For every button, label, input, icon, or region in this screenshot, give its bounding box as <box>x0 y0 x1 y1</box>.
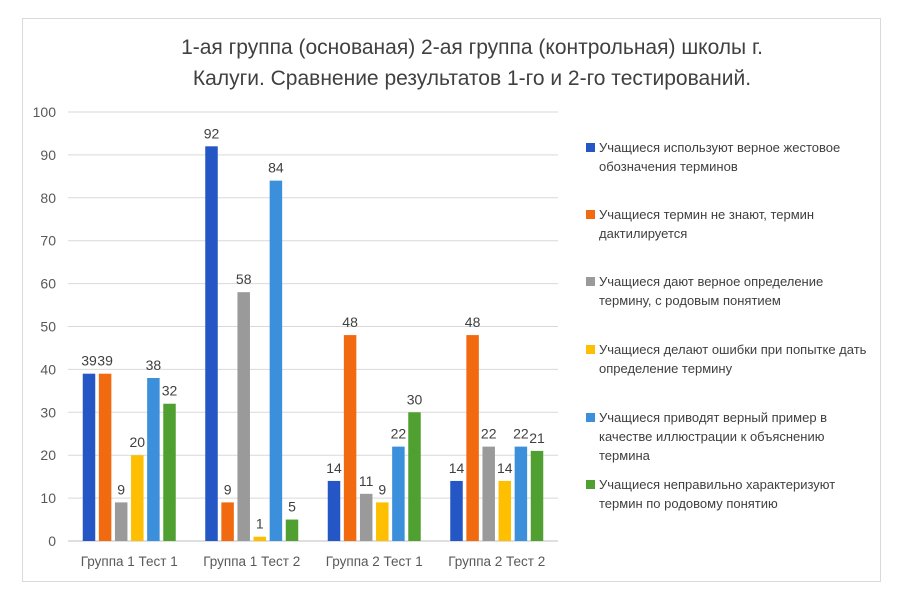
data-label: 32 <box>162 383 178 399</box>
bar <box>514 446 528 541</box>
legend-swatch <box>586 480 595 489</box>
legend-label: Учащиеся термин не знают, термин дактили… <box>599 207 815 241</box>
data-label: 48 <box>465 314 481 330</box>
y-tick-label: 0 <box>48 533 56 549</box>
legend-swatch <box>586 277 595 286</box>
legend-swatch <box>586 143 595 152</box>
data-label: 11 <box>359 473 374 489</box>
data-label: 92 <box>204 125 220 141</box>
data-label: 22 <box>391 426 407 442</box>
chart-title-line-2: Калуги. Сравнение результатов 1-го и 2-г… <box>192 67 752 90</box>
y-tick-label: 30 <box>40 404 56 420</box>
bar <box>131 455 144 541</box>
y-tick-label: 70 <box>40 233 56 249</box>
x-tick-label: Группа 1 Тест 1 <box>81 554 178 569</box>
y-tick-label: 60 <box>40 276 56 292</box>
legend-label: Учащиеся используют верное жестовое обоз… <box>599 140 841 174</box>
data-label: 39 <box>81 353 97 369</box>
bar <box>147 377 160 541</box>
bar <box>466 335 479 541</box>
data-label: 9 <box>378 481 386 497</box>
legend-swatch <box>586 210 595 219</box>
data-label: 5 <box>288 499 296 515</box>
legend-label: Учащиеся неправильно характеризуют терми… <box>599 477 836 511</box>
data-label: 39 <box>97 353 113 369</box>
bar <box>237 292 250 541</box>
x-tick-label: Группа 2 Тест 1 <box>326 554 423 569</box>
x-tick-label: Группа 2 Тест 2 <box>448 554 545 569</box>
bar <box>327 480 341 541</box>
bar <box>114 502 128 541</box>
bar <box>285 519 299 541</box>
y-tick-label: 10 <box>40 490 56 506</box>
bar <box>376 502 389 541</box>
bar <box>343 335 357 541</box>
data-label: 48 <box>342 314 358 330</box>
legend-label: Учащиеся делают ошибки при попытке дать … <box>599 342 867 376</box>
legend-label: Учащиеся приводят верный пример в качест… <box>599 410 828 463</box>
y-tick-label: 90 <box>40 147 56 163</box>
data-label: 9 <box>224 481 232 497</box>
bar <box>359 493 373 541</box>
y-tick-label: 50 <box>40 319 56 335</box>
data-label: 84 <box>268 160 284 176</box>
bar <box>482 446 495 541</box>
bar <box>205 146 218 541</box>
y-tick-label: 40 <box>40 361 56 377</box>
y-tick-label: 80 <box>40 190 56 206</box>
bar <box>498 480 512 541</box>
y-tick-label: 100 <box>33 104 57 120</box>
bar <box>269 180 283 541</box>
bar <box>221 502 234 541</box>
data-label: 14 <box>326 460 342 476</box>
y-tick-label: 20 <box>40 447 56 463</box>
data-label: 22 <box>481 426 497 442</box>
bar <box>82 373 96 541</box>
data-label: 1 <box>256 516 264 532</box>
x-tick-label: Группа 1 Тест 2 <box>203 554 300 569</box>
bar <box>163 403 176 541</box>
data-label: 58 <box>236 271 252 287</box>
legend-swatch <box>586 345 595 354</box>
bar <box>408 412 421 541</box>
data-label: 14 <box>449 460 465 476</box>
chart-title-line-1: 1-ая группа (основаная) 2-ая группа (кон… <box>181 36 763 59</box>
data-label: 38 <box>146 357 162 373</box>
data-label: 22 <box>513 426 529 442</box>
legend-swatch <box>586 413 595 422</box>
data-label: 20 <box>130 434 146 450</box>
data-label: 30 <box>407 391 423 407</box>
data-label: 9 <box>117 481 125 497</box>
bar <box>530 450 544 541</box>
chart-title: 1-ая группа (основаная) 2-ая группа (кон… <box>22 32 900 94</box>
data-label: 21 <box>529 430 545 446</box>
bar <box>98 373 112 541</box>
bar <box>450 480 463 541</box>
legend-label: Учащиеся дают верное определение термину… <box>599 274 824 308</box>
bar <box>392 446 405 541</box>
data-label: 14 <box>497 460 513 476</box>
bar <box>253 536 267 541</box>
